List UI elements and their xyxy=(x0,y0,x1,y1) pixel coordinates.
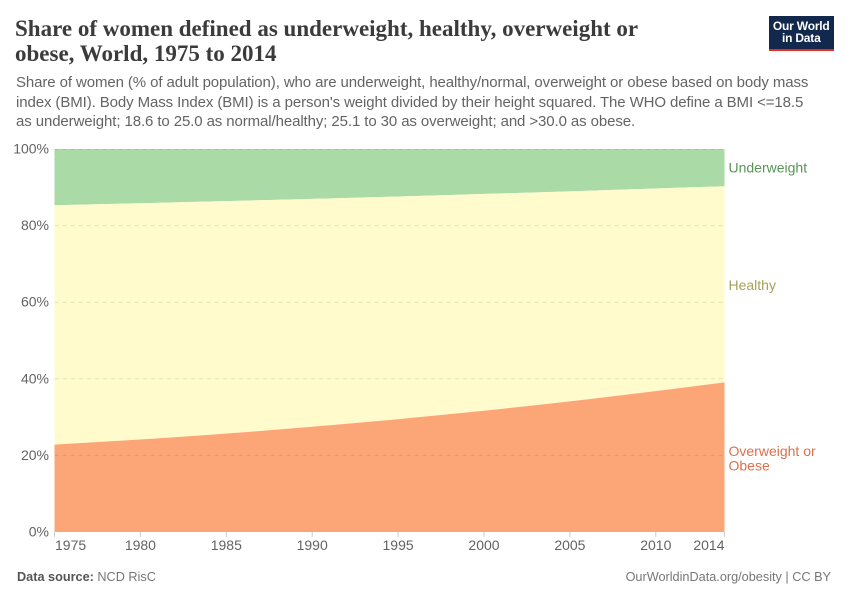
svg-text:1980: 1980 xyxy=(125,537,156,553)
svg-text:2000: 2000 xyxy=(468,537,499,553)
svg-text:1985: 1985 xyxy=(211,537,242,553)
svg-text:Overweight or: Overweight or xyxy=(729,443,816,459)
svg-text:1995: 1995 xyxy=(383,537,414,553)
svg-text:0%: 0% xyxy=(29,524,49,540)
svg-text:2014: 2014 xyxy=(693,537,724,553)
svg-text:100%: 100% xyxy=(13,141,49,157)
svg-text:Underweight: Underweight xyxy=(729,160,808,176)
svg-text:Healthy: Healthy xyxy=(729,277,776,293)
svg-text:1975: 1975 xyxy=(55,537,86,553)
svg-text:60%: 60% xyxy=(21,294,49,310)
svg-text:1990: 1990 xyxy=(297,537,328,553)
svg-text:20%: 20% xyxy=(21,447,49,463)
svg-text:80%: 80% xyxy=(21,217,49,233)
svg-text:2005: 2005 xyxy=(554,537,585,553)
svg-text:Obese: Obese xyxy=(729,458,770,474)
svg-text:40%: 40% xyxy=(21,370,49,386)
svg-text:2010: 2010 xyxy=(640,537,671,553)
